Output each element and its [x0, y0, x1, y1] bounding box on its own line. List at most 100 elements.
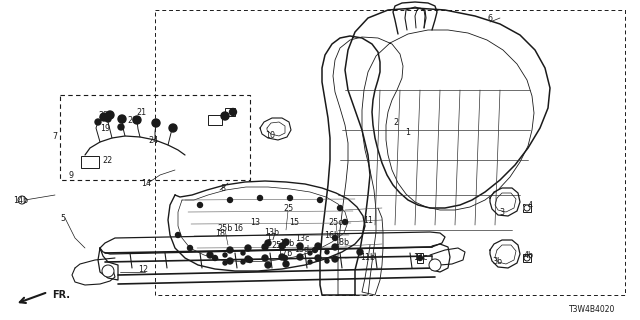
Text: 9: 9 [68, 171, 74, 180]
Circle shape [429, 259, 441, 271]
Text: 5: 5 [60, 213, 65, 222]
Circle shape [241, 260, 245, 264]
Text: 17: 17 [266, 233, 276, 242]
Text: 13b: 13b [264, 228, 280, 236]
Circle shape [262, 244, 268, 250]
Text: 1: 1 [406, 127, 410, 137]
Circle shape [227, 247, 233, 253]
Text: 11: 11 [363, 215, 373, 225]
Circle shape [227, 258, 233, 264]
Circle shape [257, 196, 262, 201]
Circle shape [315, 255, 321, 261]
Text: 10: 10 [265, 131, 275, 140]
Circle shape [102, 265, 114, 277]
Circle shape [188, 245, 193, 251]
Text: 24: 24 [148, 135, 158, 145]
Circle shape [317, 197, 323, 203]
Text: 20: 20 [127, 116, 137, 124]
Circle shape [207, 252, 213, 258]
Circle shape [152, 119, 160, 127]
Bar [523, 254, 531, 262]
Circle shape [248, 258, 253, 262]
Circle shape [105, 116, 111, 122]
Circle shape [332, 256, 338, 262]
Text: 2: 2 [394, 117, 399, 126]
Text: 21: 21 [136, 108, 146, 116]
Text: 14b: 14b [13, 196, 29, 204]
Text: 22: 22 [102, 156, 112, 164]
Circle shape [524, 205, 530, 211]
Text: FR.: FR. [52, 290, 70, 300]
Text: 12: 12 [138, 266, 148, 275]
Circle shape [325, 259, 329, 263]
Text: 14c: 14c [413, 253, 428, 262]
Circle shape [283, 261, 289, 267]
Circle shape [265, 240, 271, 246]
Text: 8: 8 [221, 183, 225, 193]
Circle shape [265, 262, 271, 268]
Circle shape [325, 250, 329, 254]
Bar [523, 204, 531, 212]
Circle shape [223, 261, 227, 265]
Bar [225, 108, 235, 116]
Circle shape [221, 112, 229, 120]
Circle shape [212, 255, 218, 260]
Circle shape [279, 243, 285, 249]
Text: 16b: 16b [324, 230, 340, 239]
Text: 16: 16 [233, 223, 243, 233]
Text: 17b: 17b [277, 250, 292, 259]
Circle shape [118, 115, 126, 123]
Circle shape [262, 255, 268, 261]
Circle shape [106, 111, 114, 119]
Circle shape [245, 256, 251, 262]
Text: 23: 23 [98, 110, 108, 119]
Circle shape [95, 119, 101, 125]
Text: 13c: 13c [295, 234, 309, 243]
Circle shape [308, 251, 312, 255]
Text: 18: 18 [215, 228, 225, 237]
Circle shape [18, 196, 26, 204]
Circle shape [133, 116, 141, 124]
Text: 19: 19 [100, 124, 110, 132]
Circle shape [169, 124, 177, 132]
Circle shape [282, 255, 287, 260]
Text: 4b: 4b [524, 252, 534, 260]
Circle shape [223, 253, 227, 257]
Text: 13d: 13d [294, 244, 310, 253]
Circle shape [287, 196, 292, 201]
Circle shape [337, 205, 342, 211]
Text: 15: 15 [289, 218, 299, 227]
Circle shape [198, 203, 202, 207]
Text: 25: 25 [283, 204, 293, 212]
Text: T3W4B4020: T3W4B4020 [568, 305, 615, 314]
Circle shape [524, 205, 530, 211]
Circle shape [241, 251, 245, 255]
Circle shape [524, 255, 530, 261]
Circle shape [312, 247, 317, 252]
Bar [81, 156, 99, 168]
Circle shape [279, 254, 285, 260]
Circle shape [297, 243, 303, 249]
Text: 13: 13 [250, 218, 260, 227]
Circle shape [315, 243, 321, 249]
Text: 3: 3 [499, 207, 504, 217]
Circle shape [227, 197, 232, 203]
Circle shape [100, 113, 108, 121]
Circle shape [175, 233, 180, 237]
Text: 4: 4 [527, 201, 532, 210]
Text: 25d: 25d [271, 241, 287, 250]
Circle shape [118, 124, 124, 130]
Text: 6: 6 [488, 13, 493, 22]
Bar [417, 253, 423, 263]
Text: 11b: 11b [360, 253, 376, 262]
Text: 25c: 25c [328, 218, 344, 227]
Text: 15b: 15b [280, 238, 294, 247]
Text: 18b: 18b [335, 237, 349, 246]
Text: 14: 14 [141, 179, 151, 188]
Circle shape [297, 254, 303, 260]
Circle shape [230, 108, 237, 116]
Circle shape [283, 239, 289, 245]
Circle shape [333, 236, 337, 241]
Bar [208, 115, 222, 125]
Circle shape [357, 249, 363, 255]
